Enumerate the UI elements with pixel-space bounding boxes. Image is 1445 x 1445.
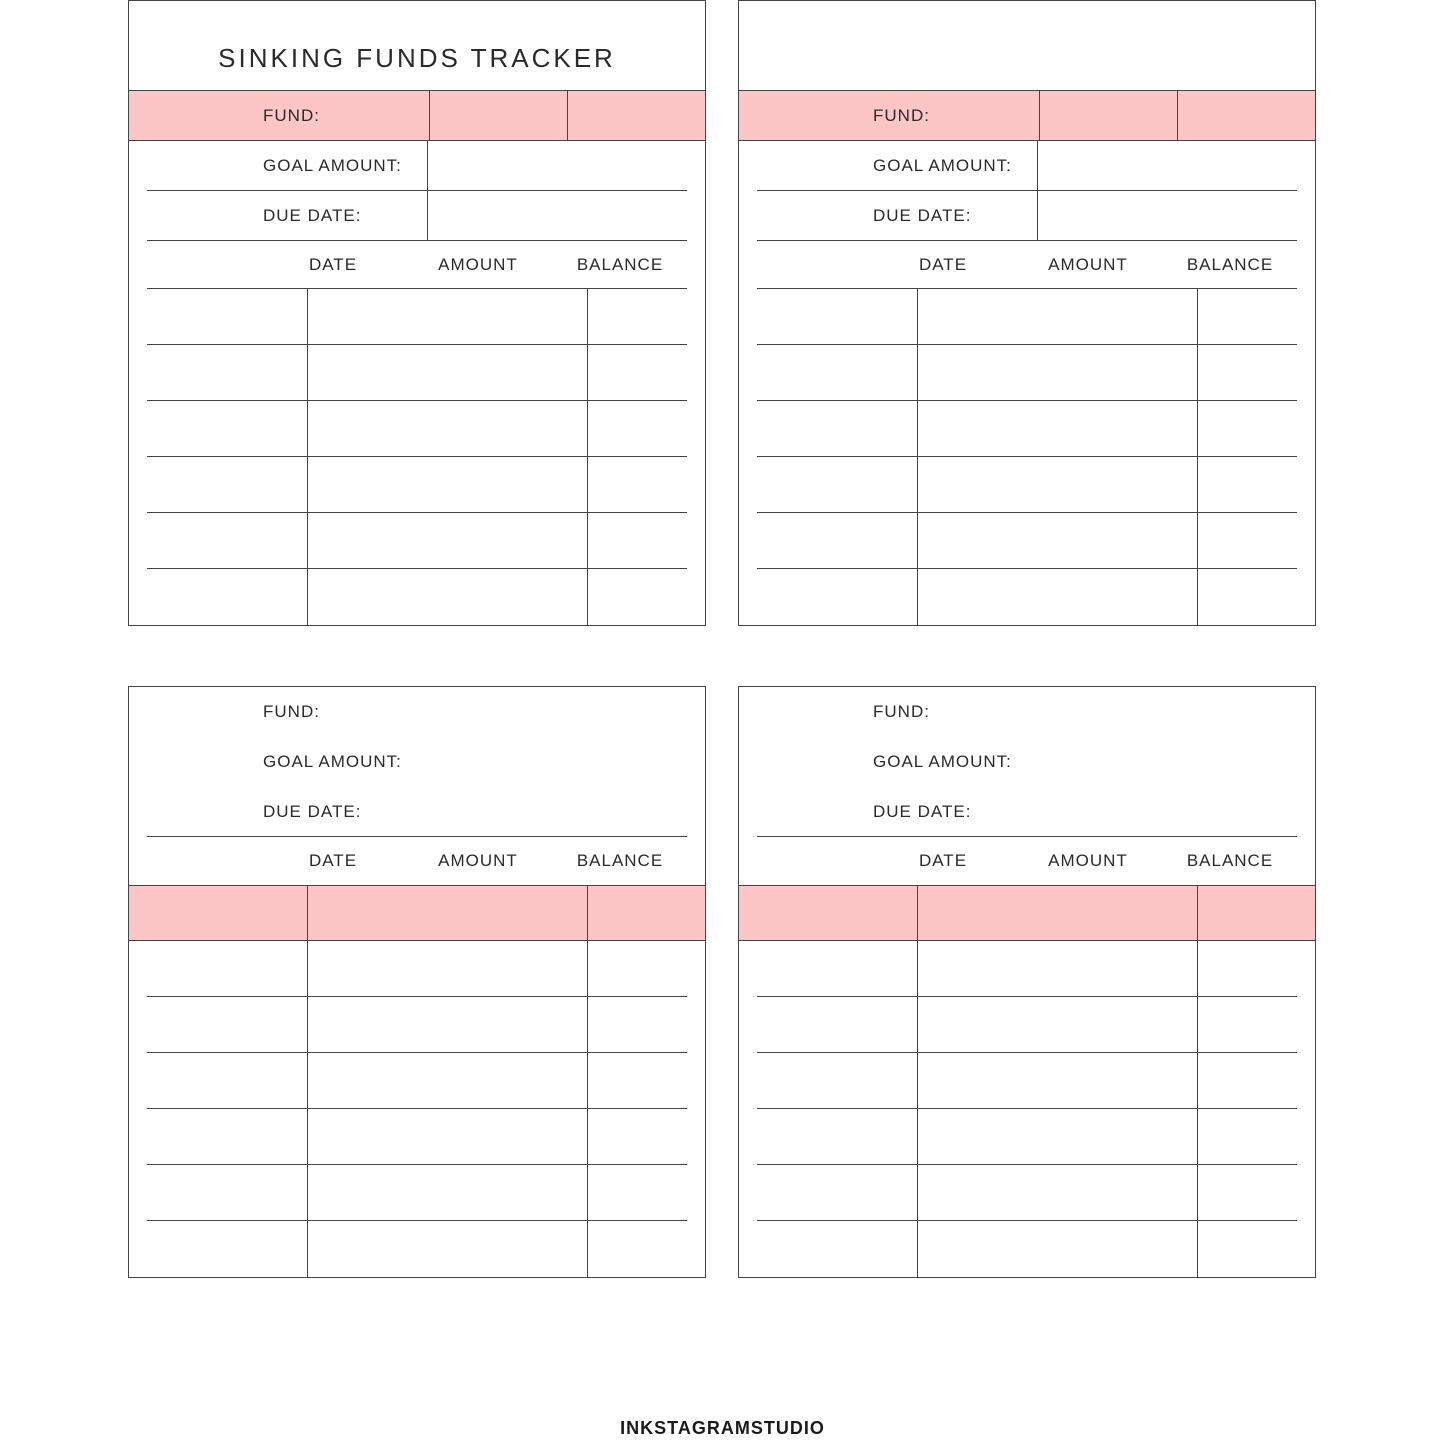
entry-row[interactable]	[147, 569, 687, 625]
entry-row[interactable]	[757, 345, 1297, 401]
goal-row: GOAL AMOUNT:	[147, 141, 687, 191]
goal-label: GOAL AMOUNT:	[147, 752, 427, 772]
entry-row[interactable]	[147, 1053, 687, 1109]
goal-value-slot[interactable]	[1037, 141, 1297, 190]
due-label: DUE DATE:	[147, 802, 427, 822]
col-amount: AMOUNT	[1013, 255, 1163, 275]
table-header: DATE AMOUNT BALANCE	[757, 241, 1297, 289]
due-row: DUE DATE:	[147, 787, 687, 837]
table-header: DATE AMOUNT BALANCE	[147, 837, 687, 885]
entry-row[interactable]	[129, 885, 705, 941]
tracker-card: FUND: GOAL AMOUNT: DUE DATE: DATE AMOUNT	[738, 0, 1316, 626]
entry-row[interactable]	[147, 457, 687, 513]
goal-value-slot[interactable]	[427, 141, 687, 190]
col-balance: BALANCE	[1163, 851, 1297, 871]
fund-row: FUND:	[757, 687, 1297, 737]
entry-row[interactable]	[147, 1109, 687, 1165]
col-date: DATE	[873, 851, 1013, 871]
col-date: DATE	[263, 851, 403, 871]
entry-row[interactable]	[757, 513, 1297, 569]
fund-value-slot-2[interactable]	[1177, 91, 1315, 140]
table-header: DATE AMOUNT BALANCE	[147, 241, 687, 289]
entry-row[interactable]	[757, 1109, 1297, 1165]
goal-label: GOAL AMOUNT:	[757, 752, 1037, 772]
fund-label: FUND:	[147, 702, 427, 722]
col-balance: BALANCE	[1163, 255, 1297, 275]
due-label: DUE DATE:	[757, 802, 1037, 822]
col-amount: AMOUNT	[403, 255, 553, 275]
watermark: INKSTAGRAMSTUDIO	[620, 1418, 825, 1439]
goal-label: GOAL AMOUNT:	[757, 156, 1037, 176]
tracker-card: FUND: GOAL AMOUNT: DUE DATE: DATE AMOUNT…	[128, 686, 706, 1278]
goal-row: GOAL AMOUNT:	[757, 141, 1297, 191]
due-label: DUE DATE:	[757, 206, 1037, 226]
fund-row: FUND:	[129, 91, 705, 141]
page-title: SINKING FUNDS TRACKER	[218, 43, 616, 74]
fund-value-slot-1[interactable]	[429, 91, 567, 140]
goal-row: GOAL AMOUNT:	[757, 737, 1297, 787]
entry-row[interactable]	[757, 1053, 1297, 1109]
due-value-slot[interactable]	[427, 191, 687, 240]
entry-row[interactable]	[757, 1221, 1297, 1277]
entry-row[interactable]	[757, 1165, 1297, 1221]
title-bar: SINKING FUNDS TRACKER	[129, 1, 705, 91]
entry-row[interactable]	[147, 513, 687, 569]
fund-label: FUND:	[739, 106, 1039, 126]
entry-row[interactable]	[147, 1221, 687, 1277]
title-bar-empty	[739, 1, 1315, 91]
table-header: DATE AMOUNT BALANCE	[757, 837, 1297, 885]
entry-row[interactable]	[757, 457, 1297, 513]
entry-row[interactable]	[757, 941, 1297, 997]
entry-row[interactable]	[757, 569, 1297, 625]
due-row: DUE DATE:	[757, 191, 1297, 241]
entry-row[interactable]	[147, 289, 687, 345]
due-row: DUE DATE:	[147, 191, 687, 241]
due-label: DUE DATE:	[147, 206, 427, 226]
tracker-card: SINKING FUNDS TRACKER FUND: GOAL AMOUNT:…	[128, 0, 706, 626]
entry-row[interactable]	[147, 345, 687, 401]
due-row: DUE DATE:	[757, 787, 1297, 837]
entry-row[interactable]	[147, 941, 687, 997]
entry-row[interactable]	[757, 289, 1297, 345]
goal-label: GOAL AMOUNT:	[147, 156, 427, 176]
entry-row[interactable]	[147, 997, 687, 1053]
goal-row: GOAL AMOUNT:	[147, 737, 687, 787]
fund-label: FUND:	[757, 702, 1037, 722]
sinking-funds-page: SINKING FUNDS TRACKER FUND: GOAL AMOUNT:…	[0, 0, 1445, 1445]
col-date: DATE	[873, 255, 1013, 275]
card-grid: SINKING FUNDS TRACKER FUND: GOAL AMOUNT:…	[128, 0, 1318, 1278]
fund-label: FUND:	[129, 106, 429, 126]
col-date: DATE	[263, 255, 403, 275]
fund-value-slot-1[interactable]	[1039, 91, 1177, 140]
tracker-card: FUND: GOAL AMOUNT: DUE DATE: DATE AMOUNT…	[738, 686, 1316, 1278]
col-amount: AMOUNT	[1013, 851, 1163, 871]
fund-value-slot-2[interactable]	[567, 91, 705, 140]
entry-row[interactable]	[757, 997, 1297, 1053]
entry-row[interactable]	[739, 885, 1315, 941]
col-balance: BALANCE	[553, 851, 687, 871]
entry-row[interactable]	[147, 401, 687, 457]
col-balance: BALANCE	[553, 255, 687, 275]
entry-row[interactable]	[147, 1165, 687, 1221]
fund-row: FUND:	[739, 91, 1315, 141]
fund-row: FUND:	[147, 687, 687, 737]
entry-row[interactable]	[757, 401, 1297, 457]
col-amount: AMOUNT	[403, 851, 553, 871]
due-value-slot[interactable]	[1037, 191, 1297, 240]
